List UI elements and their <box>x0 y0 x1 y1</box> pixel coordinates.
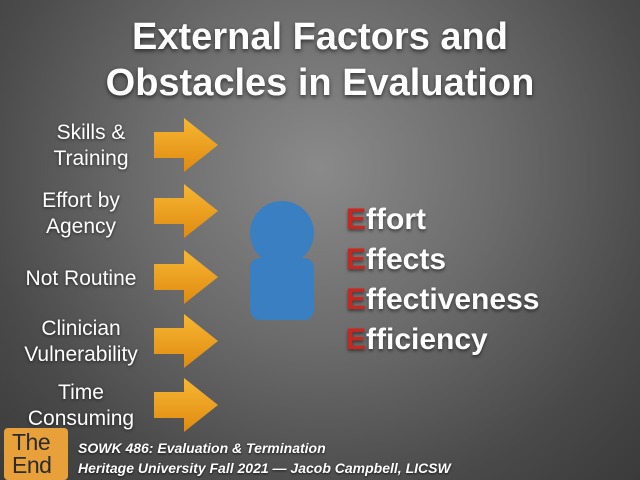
e-initial: E <box>346 203 367 236</box>
person-icon <box>250 201 314 320</box>
factor-label-line2: Consuming <box>27 407 135 430</box>
e-initial: E <box>346 323 367 356</box>
footer-course: SOWK 486: Evaluation & Termination <box>78 440 326 456</box>
right-arrow-icon <box>154 184 218 238</box>
factor-effort-by-agency: Effort by Agency <box>16 188 146 240</box>
e-word-effectiveness: Effectiveness <box>346 280 539 320</box>
factor-label-line2: Agency <box>45 215 117 238</box>
slide-title: External Factors and Obstacles in Evalua… <box>0 14 640 106</box>
factor-skills-training: Skills & Training <box>26 120 156 172</box>
right-arrow-icon <box>154 378 218 432</box>
e-word-rest: ffort <box>366 203 426 236</box>
e-initial: E <box>346 283 367 316</box>
title-line-1: External Factors and <box>132 16 508 58</box>
e-word-rest: ffects <box>366 243 447 276</box>
factor-label-line1: Skills & <box>56 121 126 144</box>
logo-line-2: End <box>12 452 52 478</box>
factor-label-line1: Time <box>58 381 104 404</box>
right-arrow-icon <box>154 250 218 304</box>
factor-label-line2: Training <box>53 147 129 170</box>
e-word-effort: Effort <box>346 200 539 240</box>
e-words-list: Effort Effects Effectiveness Efficiency <box>346 200 539 360</box>
right-arrow-icon <box>154 118 218 172</box>
the-end-logo: The End <box>4 428 68 480</box>
e-initial: E <box>346 243 367 276</box>
factor-label-line1: Effort by <box>42 189 120 212</box>
e-word-effects: Effects <box>346 240 539 280</box>
factor-label-line2: Vulnerability <box>24 343 138 366</box>
factor-not-routine: Not Routine <box>6 266 156 292</box>
e-word-rest: fficiency <box>366 323 488 356</box>
e-word-rest: ffectiveness <box>366 283 540 316</box>
factor-time-consuming: Time Consuming <box>14 380 148 432</box>
right-arrow-icon <box>154 314 218 368</box>
slide-footer: SOWK 486: Evaluation & Termination Herit… <box>78 438 451 478</box>
title-line-2: Obstacles in Evaluation <box>105 62 535 104</box>
footer-institution: Heritage University Fall 2021 — Jacob Ca… <box>78 460 451 476</box>
logo-line-1: The <box>12 429 51 455</box>
e-word-efficiency: Efficiency <box>346 320 539 360</box>
factor-label-line1: Not Routine <box>25 267 137 290</box>
factor-label-line1: Clinician <box>41 317 121 340</box>
factor-clinician-vulnerability: Clinician Vulnerability <box>6 316 156 368</box>
